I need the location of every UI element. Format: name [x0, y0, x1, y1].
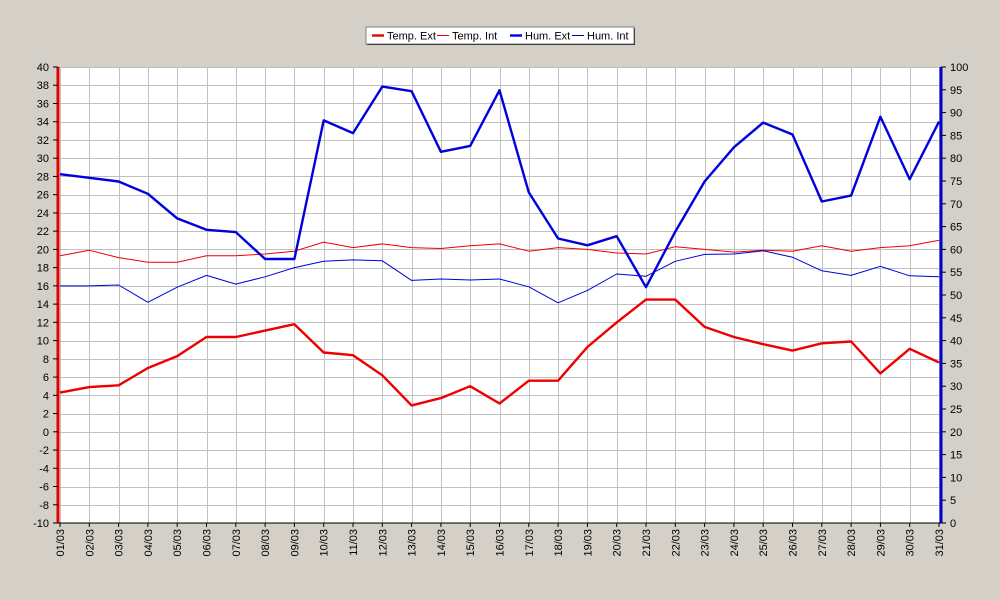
right-tick-label: 65	[950, 222, 962, 234]
right-tick-label: 40	[950, 336, 962, 348]
right-tick-label: 5	[950, 495, 956, 507]
legend-label-temp-int: Temp. Int	[452, 31, 497, 43]
left-tick-label: 0	[43, 427, 49, 439]
right-tick-label: 70	[950, 199, 962, 211]
left-tick-label: -6	[39, 482, 49, 494]
right-tick-label: 10	[950, 472, 962, 484]
left-tick-label: 6	[43, 372, 49, 384]
legend: Temp. Ext Temp. Int Hum. Ext Hum. Int	[365, 26, 635, 45]
left-tick-label: 36	[37, 98, 49, 110]
x-tick-label: 26/03	[788, 529, 800, 557]
x-tick-label: 01/03	[55, 529, 67, 557]
x-tick-label: 31/03	[934, 529, 946, 557]
series-lines	[59, 85, 941, 407]
legend-box	[365, 26, 635, 45]
right-tick-label: 35	[950, 358, 962, 370]
legend-label-temp-ext: Temp. Ext	[387, 31, 436, 43]
left-tick-label: 32	[37, 135, 49, 147]
right-axis-ticks: 0 5 10 15 20 25 30 35 40 45 50 55 60 65 70 75 80 85 90 95 10…	[941, 62, 968, 530]
left-tick-label: 2	[43, 409, 49, 421]
right-tick-label: 25	[950, 404, 962, 416]
x-tick-label: 16/03	[495, 529, 507, 557]
left-tick-label: 22	[37, 226, 49, 238]
x-tick-label: 11/03	[348, 529, 360, 556]
legend-label-hum-int: Hum. Int	[587, 31, 629, 43]
left-tick-label: 10	[37, 336, 49, 348]
left-tick-label: 30	[37, 153, 49, 165]
right-tick-label: 100	[950, 62, 968, 74]
x-tick-label: 17/03	[524, 529, 536, 557]
left-tick-label: 18	[37, 263, 49, 275]
x-axis-ticks: 01/03 02/03 03/03 04/03 05/03 06/03 07/03 08/03…	[55, 523, 946, 557]
x-tick-label: 23/03	[700, 529, 712, 557]
x-tick-label: 10/03	[319, 529, 331, 557]
right-tick-label: 30	[950, 381, 962, 393]
series-line-temp-int	[59, 239, 940, 263]
x-tick-label: 21/03	[641, 529, 653, 557]
legend-label-hum-ext: Hum. Ext	[525, 31, 570, 43]
x-tick-label: 28/03	[846, 529, 858, 557]
left-axis-ticks: -10-8-6-4-202468101214161820222426283032…	[33, 62, 58, 530]
x-tick-label: 14/03	[436, 529, 448, 557]
right-tick-label: 45	[950, 313, 962, 325]
series-line-hum-int	[60, 250, 940, 304]
left-tick-label: 14	[37, 299, 49, 311]
x-tick-label: 20/03	[612, 529, 624, 557]
left-tick-label: 20	[37, 244, 49, 256]
x-tick-label: 09/03	[289, 529, 301, 557]
x-tick-label: 08/03	[260, 529, 272, 557]
x-tick-label: 12/03	[377, 529, 389, 557]
left-tick-label: 38	[37, 80, 49, 92]
grid	[58, 67, 941, 524]
x-tick-label: 04/03	[143, 529, 155, 557]
x-tick-label: 30/03	[905, 529, 917, 557]
x-tick-label: 05/03	[172, 529, 184, 557]
left-tick-label: -4	[39, 463, 49, 475]
left-tick-label: 40	[37, 62, 49, 74]
left-tick-label: 28	[37, 171, 49, 183]
x-tick-label: 25/03	[758, 529, 770, 557]
right-tick-label: 90	[950, 108, 962, 120]
left-tick-label: 8	[43, 354, 49, 366]
x-tick-label: 22/03	[670, 529, 682, 557]
right-tick-label: 80	[950, 153, 962, 165]
series-line-temp-ext	[59, 298, 940, 407]
x-tick-label: 24/03	[729, 529, 741, 557]
x-tick-label: 02/03	[84, 529, 96, 557]
left-tick-label: 16	[37, 281, 49, 293]
x-tick-label: 27/03	[817, 529, 829, 557]
x-tick-label: 06/03	[202, 529, 214, 557]
right-tick-label: 50	[950, 290, 962, 302]
left-tick-label: -2	[39, 445, 49, 457]
x-tick-label: 13/03	[407, 529, 419, 557]
left-tick-label: 24	[37, 208, 49, 220]
left-tick-label: -8	[39, 500, 49, 512]
right-tick-label: 15	[950, 450, 962, 462]
right-tick-label: 55	[950, 267, 962, 279]
left-tick-label: -10	[33, 518, 49, 530]
left-tick-label: 4	[43, 390, 49, 402]
x-tick-label: 15/03	[465, 529, 477, 557]
right-tick-label: 0	[950, 518, 956, 530]
right-tick-label: 75	[950, 176, 962, 188]
right-tick-label: 20	[950, 427, 962, 439]
left-tick-label: 26	[37, 190, 49, 202]
right-tick-label: 85	[950, 130, 962, 142]
plot-area	[58, 67, 941, 523]
x-tick-label: 18/03	[553, 529, 565, 557]
x-tick-label: 07/03	[231, 529, 243, 557]
x-tick-label: 29/03	[875, 529, 887, 557]
series-line-hum-ext	[59, 85, 941, 289]
right-tick-label: 60	[950, 244, 962, 256]
x-tick-label: 03/03	[114, 529, 126, 557]
left-tick-label: 12	[37, 317, 49, 329]
right-tick-label: 95	[950, 85, 962, 97]
x-tick-label: 19/03	[582, 529, 594, 557]
left-tick-label: 34	[37, 117, 49, 129]
